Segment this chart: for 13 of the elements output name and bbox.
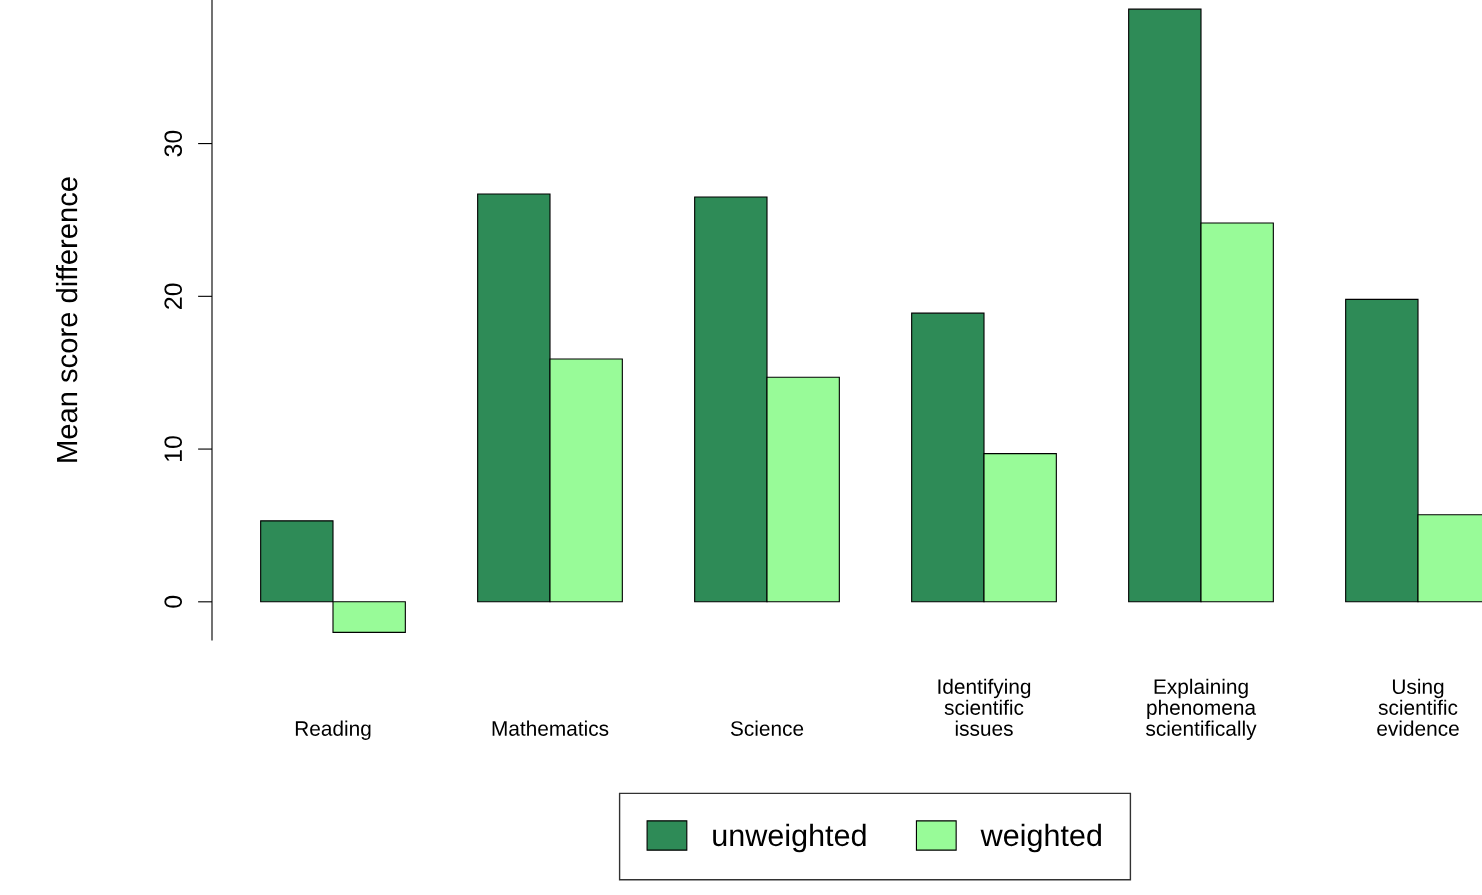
y-tick-label: 30 <box>164 130 183 157</box>
x-tick-label: Explaining phenomena scientifically <box>1146 678 1257 740</box>
y-tick-label: 0 <box>164 595 183 608</box>
x-tick-label: Using scientific evidence <box>1377 678 1459 736</box>
x-tick-label: Reading <box>295 720 371 740</box>
legend-label: unweighted <box>713 823 866 853</box>
x-tick-label: Identifying scientific issues <box>938 678 1031 736</box>
x-tick-label: Science <box>730 720 804 736</box>
y-axis-title: Mean score difference <box>55 177 78 462</box>
y-tick-label: 10 <box>164 436 183 462</box>
y-tick-label: 20 <box>164 283 183 309</box>
legend-label: weighted <box>980 823 1101 853</box>
x-tick-label: Mathematics <box>492 720 609 736</box>
